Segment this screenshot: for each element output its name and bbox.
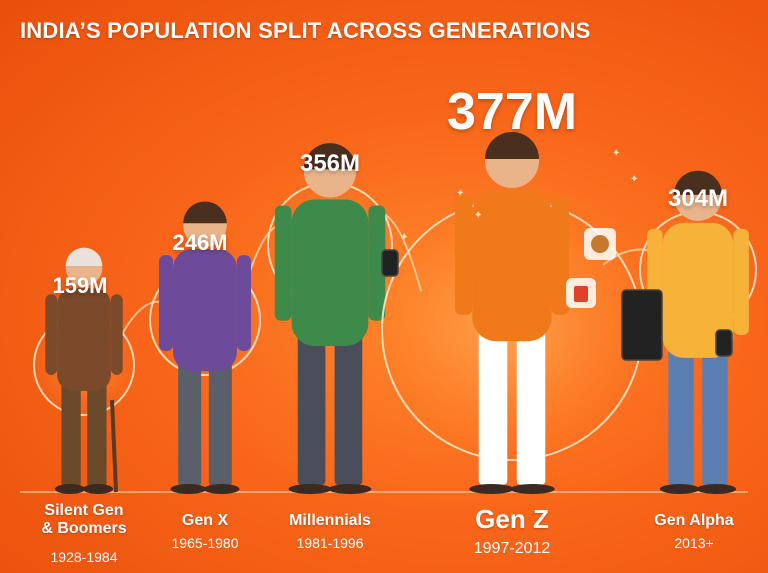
figure-gen-alpha-leg xyxy=(668,347,694,486)
figure-gen-z-torso xyxy=(472,190,552,342)
gen-label-genz: Gen Z xyxy=(475,504,549,534)
value-label-silent: 159M xyxy=(52,273,108,298)
figure-gen-x-arm xyxy=(158,255,174,351)
figure-gen-alpha-torso xyxy=(662,222,734,358)
sparkle-icon: ✦ xyxy=(400,232,408,243)
figure-gen-z-arm xyxy=(551,196,570,315)
sparkle-icon: ✦ xyxy=(474,210,482,221)
page-title: INDIA’S POPULATION SPLIT ACROSS GENERATI… xyxy=(20,18,591,43)
figure-silent-gen-boomers-hair xyxy=(65,247,103,266)
sparkle-icon: ✦ xyxy=(630,174,638,185)
gen-label-silent-line2: & Boomers xyxy=(41,520,127,538)
figure-millennials-arm xyxy=(274,205,292,321)
figure-gen-x-shoe xyxy=(170,484,207,494)
value-label-millennials: 356M xyxy=(299,150,361,177)
years-genalpha: 2013+ xyxy=(674,535,714,551)
figure-millennials-leg xyxy=(334,335,363,486)
sparkle-icon: ✦ xyxy=(456,188,464,199)
figure-gen-z-hair xyxy=(485,132,539,159)
figure-gen-z-leg xyxy=(478,330,508,485)
value-label-genalpha: 304M xyxy=(667,185,729,212)
figure-millennials-leg xyxy=(297,335,326,486)
gen-label-millennials: Millennials xyxy=(289,512,371,529)
years-millennials: 1981-1996 xyxy=(296,535,364,551)
years-genx: 1965-1980 xyxy=(171,535,239,551)
figure-gen-alpha-shoe xyxy=(696,484,737,494)
figure-millennials-arm xyxy=(368,205,386,321)
sparkle-icon: ✦ xyxy=(612,148,620,159)
gen-label-silent: Silent Gen & Boomers xyxy=(41,502,126,539)
figure-gen-z-shoe xyxy=(469,484,514,494)
figure-gen-x-hair xyxy=(183,201,227,224)
phone-icon xyxy=(381,249,399,277)
burger-icon xyxy=(591,235,609,253)
figure-gen-x-arm xyxy=(236,255,252,351)
figure-gen-x-shoe xyxy=(203,484,240,494)
value-label-genx: 246M xyxy=(172,230,228,255)
figure-silent-gen-boomers-shoe xyxy=(54,484,86,494)
phone-icon xyxy=(621,289,663,361)
figure-gen-z-shoe xyxy=(510,484,555,494)
years-silent: 1928-1984 xyxy=(50,549,118,565)
figure-silent-gen-boomers-leg xyxy=(61,382,81,488)
value-label-genz: 377M xyxy=(446,83,578,141)
figure-silent-gen-boomers-shoe xyxy=(82,484,114,494)
figure-silent-gen-boomers-arm xyxy=(110,294,123,375)
figure-millennials-torso xyxy=(291,199,369,346)
years-genz: 1997-2012 xyxy=(473,540,551,557)
figure-gen-x-leg xyxy=(208,361,232,487)
figure-silent-gen-boomers-torso xyxy=(57,288,111,391)
figure-millennials-shoe xyxy=(328,484,372,494)
gen-label-genx: Gen X xyxy=(181,512,229,529)
figure-gen-x-torso xyxy=(173,249,237,372)
phone-icon xyxy=(715,329,733,357)
figure-gen-z-leg xyxy=(516,330,546,485)
figure-gen-alpha-leg xyxy=(702,347,728,486)
figure-gen-alpha-shoe xyxy=(659,484,700,494)
figure-millennials-shoe xyxy=(288,484,332,494)
figure-silent-gen-boomers-arm xyxy=(45,294,58,375)
figure-gen-alpha-hair xyxy=(673,170,723,195)
figure-gen-x-leg xyxy=(178,361,202,487)
figure-gen-z-arm xyxy=(454,196,473,315)
gen-label-silent-line1: Silent Gen xyxy=(44,502,124,519)
gen-label-genalpha: Gen Alpha xyxy=(654,512,734,529)
figure-gen-alpha-arm xyxy=(733,228,749,335)
figure-millennials-hair xyxy=(303,143,357,170)
cane-icon xyxy=(110,399,118,493)
fries-icon xyxy=(574,286,588,302)
figure-silent-gen-boomers-leg xyxy=(87,382,107,488)
